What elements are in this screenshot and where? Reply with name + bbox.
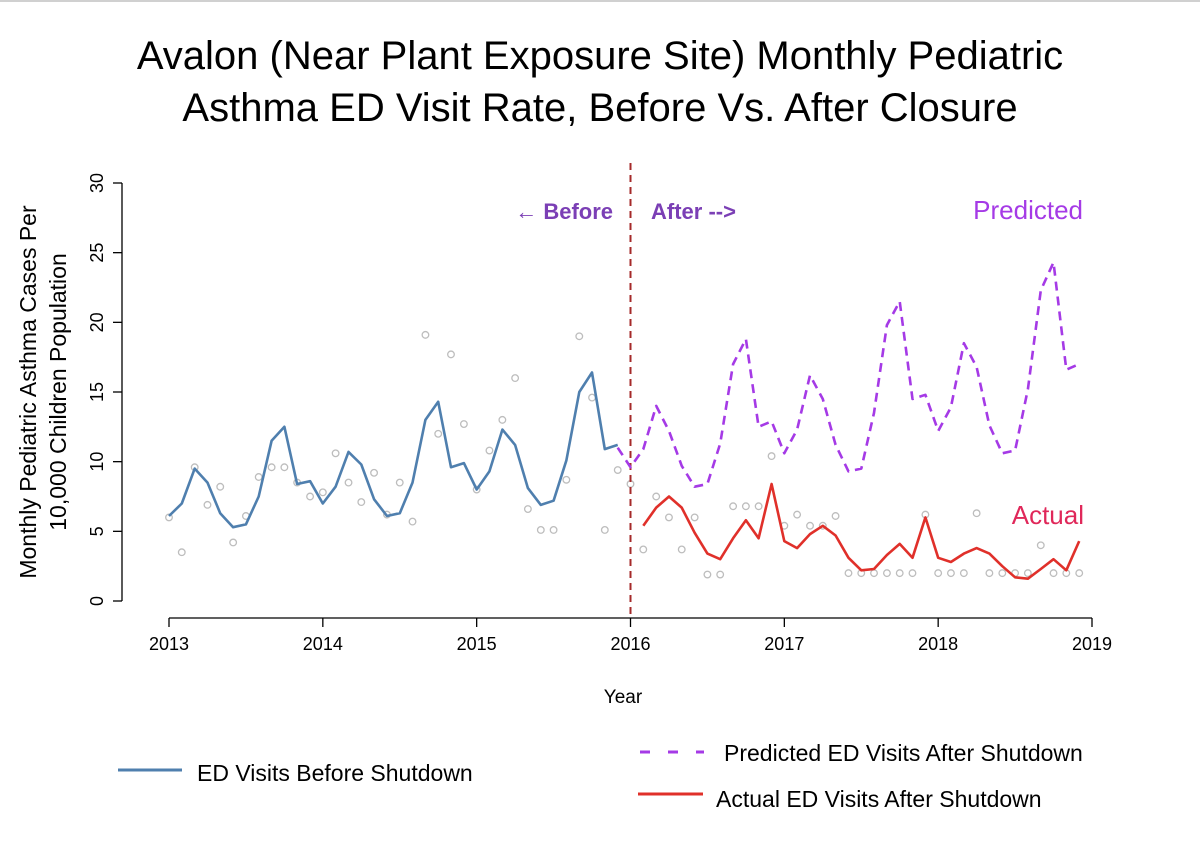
observed-point [254,473,263,481]
y-axis-label-line1: Monthly Pediatric Asthma Cases Per [15,205,41,579]
observed-point [459,420,468,428]
observed-point [498,415,507,424]
x-tick-label: 2014 [303,634,343,654]
y-tick-label: 25 [87,243,107,263]
observed-point [870,569,878,578]
series-line-actual [642,482,1081,581]
observed-point [485,446,494,455]
after-annotation: After --> [651,199,736,224]
observed-point [703,570,712,579]
observed-point [588,393,596,402]
observed-point [421,330,430,339]
observed-point [1023,569,1032,578]
y-tick-label: 10 [87,452,107,472]
observed-point [934,569,943,578]
top-border [0,0,1200,2]
x-axis-label: Year [604,687,643,708]
observed-point [575,332,584,341]
actual-annotation: Actual [1012,500,1084,530]
observed-point [306,492,315,501]
observed-point [741,502,750,511]
observed-point [600,525,609,534]
observed-point [280,463,289,472]
observed-point [793,510,802,519]
observed-point [972,509,981,518]
observed-point [523,505,532,513]
observed-point [895,569,904,578]
series-line-before [168,371,619,529]
y-tick-label: 15 [87,382,107,402]
y-axis-label-line2: 10,000 Children Population [45,253,71,530]
y-tick-label: 30 [87,173,107,193]
observed-point [818,521,827,530]
observed-point [665,513,673,522]
observed-point [652,492,661,501]
observed-point [395,478,404,487]
legend-label-before: ED Visits Before Shutdown [197,760,473,786]
predicted-annotation: Predicted [973,195,1083,225]
observed-point [985,569,994,578]
observed-point [165,513,173,522]
observed-point [434,429,443,438]
x-tick-label: 2017 [764,634,804,654]
observed-point [177,548,186,557]
observed-point [408,517,417,526]
observed-point [370,468,379,477]
y-tick-label: 20 [87,312,107,332]
legend: ED Visits Before Shutdown Predicted ED V… [118,740,1083,812]
observed-point [1075,569,1084,578]
x-tick-label: 2016 [610,634,650,654]
observed-point [806,521,814,530]
observed-point [357,498,366,507]
observed-point [754,502,763,511]
observed-point [959,569,968,578]
legend-label-predicted: Predicted ED Visits After Shutdown [724,740,1083,766]
observed-point [447,350,455,359]
observed-point [472,485,481,494]
chart-title-line1: Avalon (Near Plant Exposure Site) Monthl… [136,34,1064,78]
observed-point [677,545,686,554]
chart-title-line2: Asthma ED Visit Rate, Before Vs. After C… [182,86,1018,130]
observed-point [1049,569,1058,578]
observed-point [549,525,558,534]
y-tick-label: 0 [87,596,107,606]
ticks: 2013 2014 2015 2016 2017 2018 2019 0 5 10 15 20 25 30 [87,173,1112,654]
before-annotation: ← Before [515,199,613,224]
observed-point [729,502,738,511]
legend-label-actual: Actual ED Visits After Shutdown [716,786,1042,812]
observed-point [844,569,853,578]
observed-point [511,374,520,383]
observed-point [767,452,776,461]
observed-point [216,482,225,491]
observed-point [639,545,648,554]
x-tick-label: 2015 [457,634,497,654]
observed-point [344,478,353,487]
observed-point [998,569,1007,578]
observed-point [267,463,276,472]
observed-points [165,330,1084,579]
observed-point [562,475,571,484]
axes [121,183,1092,619]
observed-point [1036,541,1045,550]
observed-point [716,570,725,579]
observed-point [908,569,917,578]
observed-point [690,513,699,522]
observed-point [882,569,891,578]
observed-point [946,569,955,578]
x-tick-label: 2013 [149,634,189,654]
observed-point [318,488,327,497]
observed-point [229,538,238,547]
x-tick-label: 2019 [1072,634,1112,654]
observed-point [613,466,622,474]
y-tick-label: 5 [87,526,107,536]
series-lines [168,261,1081,581]
series-line-predicted [616,261,1080,489]
observed-point [203,500,212,509]
x-tick-label: 2018 [918,634,958,654]
observed-point [331,449,340,458]
observed-point [536,525,545,534]
observed-point [831,512,840,520]
chart-title: Avalon (Near Plant Exposure Site) Monthl… [0,30,1200,134]
